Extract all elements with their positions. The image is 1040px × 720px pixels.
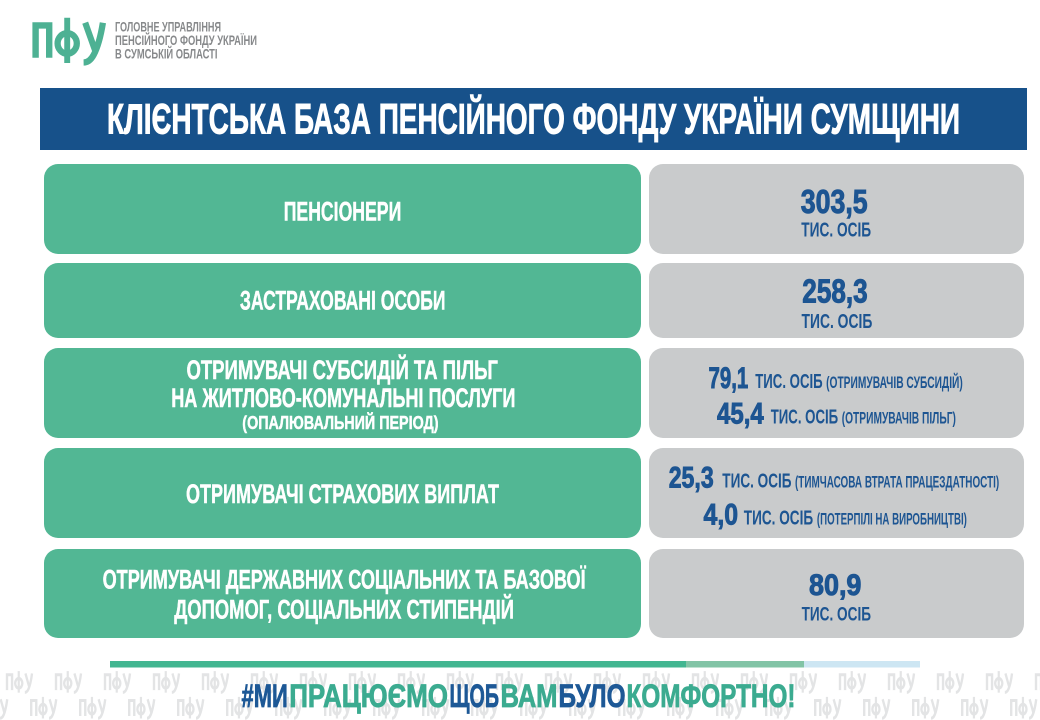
- svg-text:ТИС. ОСІБ: ТИС. ОСІБ: [802, 311, 873, 333]
- svg-text:ПЕНСІОНЕРИ: ПЕНСІОНЕРИ: [284, 196, 402, 226]
- svg-text:ТИС. ОСІБ: ТИС. ОСІБ: [744, 508, 813, 530]
- svg-text:КОМФОРТНО!: КОМФОРТНО!: [627, 678, 796, 714]
- svg-text:80,9: 80,9: [809, 569, 862, 602]
- svg-text:(ОПАЛЮВАЛЬНИЙ ПЕРІОД): (ОПАЛЮВАЛЬНИЙ ПЕРІОД): [242, 412, 438, 434]
- svg-text:БУЛО: БУЛО: [559, 678, 626, 714]
- svg-text:ТИС. ОСІБ: ТИС. ОСІБ: [802, 604, 871, 626]
- svg-text:79,1: 79,1: [709, 362, 749, 395]
- svg-text:(ОТРИМУВАЧІВ ПІЛЬГ): (ОТРИМУВАЧІВ ПІЛЬГ): [842, 409, 956, 428]
- svg-text:ТИС. ОСІБ: ТИС. ОСІБ: [722, 471, 791, 493]
- svg-text:ДОПОМОГ, СОЦІАЛЬНИХ СТИПЕНДІЙ: ДОПОМОГ, СОЦІАЛЬНИХ СТИПЕНДІЙ: [174, 595, 514, 625]
- svg-text:НА ЖИТЛОВО-КОМУНАЛЬНІ ПОСЛУГИ: НА ЖИТЛОВО-КОМУНАЛЬНІ ПОСЛУГИ: [171, 383, 515, 413]
- svg-text:(ПОТЕРПІЛІ НА ВИРОБНИЦТВІ): (ПОТЕРПІЛІ НА ВИРОБНИЦТВІ): [817, 510, 967, 529]
- svg-text:ВАМ: ВАМ: [501, 678, 558, 714]
- svg-text:В СУМСЬКІЙ ОБЛАСТІ: В СУМСЬКІЙ ОБЛАСТІ: [115, 44, 218, 61]
- svg-text:45,4: 45,4: [717, 398, 764, 431]
- svg-text:ЩОБ: ЩОБ: [450, 678, 500, 714]
- svg-text:#МИ: #МИ: [242, 678, 288, 714]
- svg-text:КЛІЄНТСЬКА БАЗА ПЕНСІЙНОГО ФОН: КЛІЄНТСЬКА БАЗА ПЕНСІЙНОГО ФОНДУ УКРАЇНИ…: [107, 95, 960, 144]
- svg-text:303,5: 303,5: [801, 184, 868, 221]
- svg-text:(ТИМЧАСОВА ВТРАТА ПРАЦЕЗДАТНОС: (ТИМЧАСОВА ВТРАТА ПРАЦЕЗДАТНОСТІ): [795, 473, 999, 492]
- svg-text:ЗАСТРАХОВАНІ ОСОБИ: ЗАСТРАХОВАНІ ОСОБИ: [240, 286, 446, 316]
- svg-text:4,0: 4,0: [704, 499, 739, 532]
- svg-text:ТИС. ОСІБ: ТИС. ОСІБ: [755, 371, 823, 393]
- svg-text:ПРАЦЮЄМО: ПРАЦЮЄМО: [289, 678, 448, 714]
- svg-text:ТИС. ОСІБ: ТИС. ОСІБ: [801, 220, 871, 242]
- svg-text:25,3: 25,3: [669, 462, 714, 495]
- svg-text:ТИС. ОСІБ: ТИС. ОСІБ: [771, 407, 839, 429]
- svg-text:(ОТРИМУВАЧІВ СУБСИДІЙ): (ОТРИМУВАЧІВ СУБСИДІЙ): [826, 373, 963, 392]
- svg-text:ОТРИМУВАЧІ СУБСИДІЙ ТА ПІЛЬГ: ОТРИМУВАЧІ СУБСИДІЙ ТА ПІЛЬГ: [186, 355, 498, 385]
- svg-text:ОТРИМУВАЧІ ДЕРЖАВНИХ СОЦІАЛЬНИ: ОТРИМУВАЧІ ДЕРЖАВНИХ СОЦІАЛЬНИХ ТА БАЗОВ…: [103, 565, 586, 595]
- svg-text:ОТРИМУВАЧІ СТРАХОВИХ ВИПЛАТ: ОТРИМУВАЧІ СТРАХОВИХ ВИПЛАТ: [186, 479, 499, 509]
- svg-text:258,3: 258,3: [802, 274, 867, 311]
- svg-text:ГОЛОВНЕ УПРАВЛІННЯ: ГОЛОВНЕ УПРАВЛІННЯ: [115, 18, 221, 34]
- svg-text:ПЕНСІЙНОГО ФОНДУ УКРАЇНИ: ПЕНСІЙНОГО ФОНДУ УКРАЇНИ: [115, 31, 257, 48]
